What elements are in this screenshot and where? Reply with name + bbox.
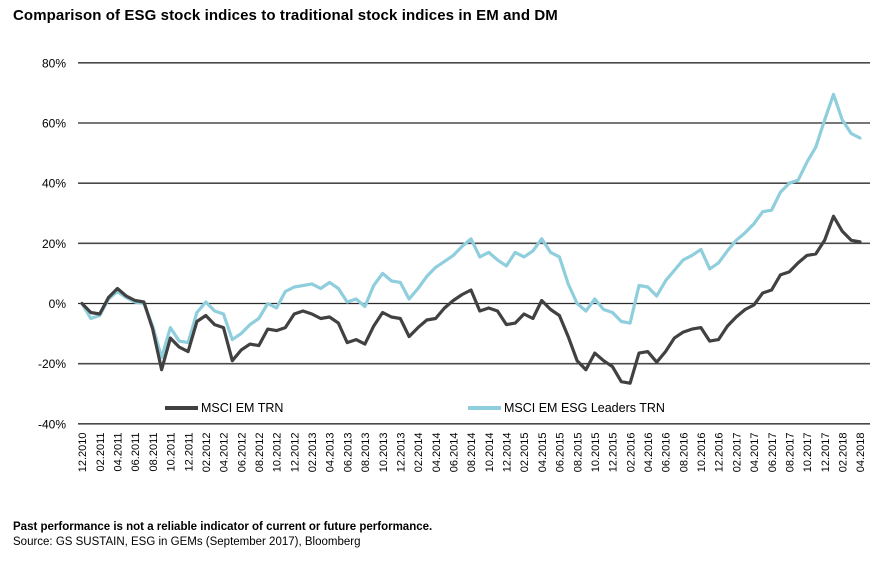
x-axis-tick-label: 08.2017: [784, 433, 796, 473]
x-axis-tick-label: 02.2014: [413, 433, 425, 473]
x-axis-tick-label: 04.2014: [431, 433, 443, 473]
x-axis-tick-label: 12.2016: [714, 433, 726, 473]
x-axis-tick-label: 04.2016: [643, 433, 655, 473]
x-axis-tick-label: 04.2018: [855, 433, 867, 473]
series-line-msci-em-esg: [80, 92, 862, 360]
x-axis-tick-label: 10.2011: [166, 433, 178, 472]
y-axis-tick-label: -40%: [38, 417, 66, 431]
x-axis-tick-label: 06.2011: [130, 433, 142, 472]
x-axis-tick-label: 10.2015: [590, 433, 602, 473]
x-axis-tick-label: 02.2011: [95, 433, 107, 472]
x-axis-tick-label: 12.2014: [502, 433, 514, 473]
x-axis-tick-label: 04.2013: [325, 433, 337, 473]
y-axis-tick-label: 20%: [42, 237, 66, 251]
x-axis-tick-label: 10.2017: [802, 433, 814, 473]
legend-label-msci-em-esg: MSCI EM ESG Leaders TRN: [504, 401, 665, 415]
x-axis-tick-label: 08.2014: [466, 433, 478, 473]
page-title: Comparison of ESG stock indices to tradi…: [13, 7, 558, 24]
x-axis-tick-label: 12.2011: [183, 433, 195, 472]
x-axis-tick-label: 06.2016: [661, 433, 673, 473]
y-axis-tick-label: 60%: [42, 117, 66, 131]
legend-swatch-msci-em-esg: [468, 406, 501, 410]
legend-item-msci-em: MSCI EM TRN: [165, 401, 283, 415]
x-axis-tick-label: 12.2012: [289, 433, 301, 473]
x-axis-tick-label: 04.2012: [219, 433, 231, 473]
x-axis-tick-label: 02.2017: [731, 433, 743, 473]
x-axis-tick-label: 08.2016: [678, 433, 690, 473]
x-axis-tick-label: 06.2014: [449, 433, 461, 473]
source-note: Source: GS SUSTAIN, ESG in GEMs (Septemb…: [13, 536, 361, 548]
past-performance-disclaimer: Past performance is not a reliable indic…: [13, 521, 433, 533]
y-axis-tick-label: -20%: [38, 357, 66, 371]
x-axis-tick-label: 08.2013: [360, 433, 372, 473]
x-axis-tick-label: 04.2011: [113, 433, 125, 472]
x-axis-tick-label: 02.2018: [838, 433, 850, 473]
x-axis-tick-label: 02.2013: [307, 433, 319, 473]
x-axis-tick-label: 06.2017: [767, 433, 779, 473]
x-axis-tick-label: 10.2016: [696, 433, 708, 473]
x-axis-tick-label: 06.2012: [236, 433, 248, 473]
x-axis-tick-label: 06.2015: [555, 433, 567, 473]
x-axis-tick-label: 10.2013: [378, 433, 390, 473]
x-axis-tick-label: 02.2016: [625, 433, 637, 473]
y-axis-tick-label: 0%: [49, 297, 67, 311]
legend-label-msci-em: MSCI EM TRN: [201, 401, 284, 415]
x-axis-tick-label: 12.2010: [77, 433, 89, 473]
x-axis-tick-label: 08.2012: [254, 433, 266, 473]
x-axis-tick-label: 06.2013: [342, 433, 354, 473]
series-line-msci-em: [80, 214, 862, 385]
x-axis-tick-label: 08.2011: [148, 433, 160, 472]
x-axis-tick-label: 10.2012: [272, 433, 284, 473]
x-axis-tick-label: 08.2015: [572, 433, 584, 473]
x-axis-tick-label: 12.2017: [820, 433, 832, 473]
x-axis-tick-label: 12.2013: [395, 433, 407, 473]
x-axis-tick-label: 04.2017: [749, 433, 761, 473]
y-axis-tick-label: 80%: [42, 56, 66, 70]
x-axis-tick-label: 02.2015: [519, 433, 531, 473]
y-axis-tick-label: 40%: [42, 177, 66, 191]
x-axis-tick-label: 04.2015: [537, 433, 549, 473]
x-axis-tick-label: 12.2015: [608, 433, 620, 473]
legend-item-msci-em-esg: MSCI EM ESG Leaders TRN: [468, 401, 665, 415]
x-axis-tick-label: 02.2012: [201, 433, 213, 473]
x-axis-tick-label: 10.2014: [484, 433, 496, 473]
legend-swatch-msci-em: [165, 406, 198, 410]
